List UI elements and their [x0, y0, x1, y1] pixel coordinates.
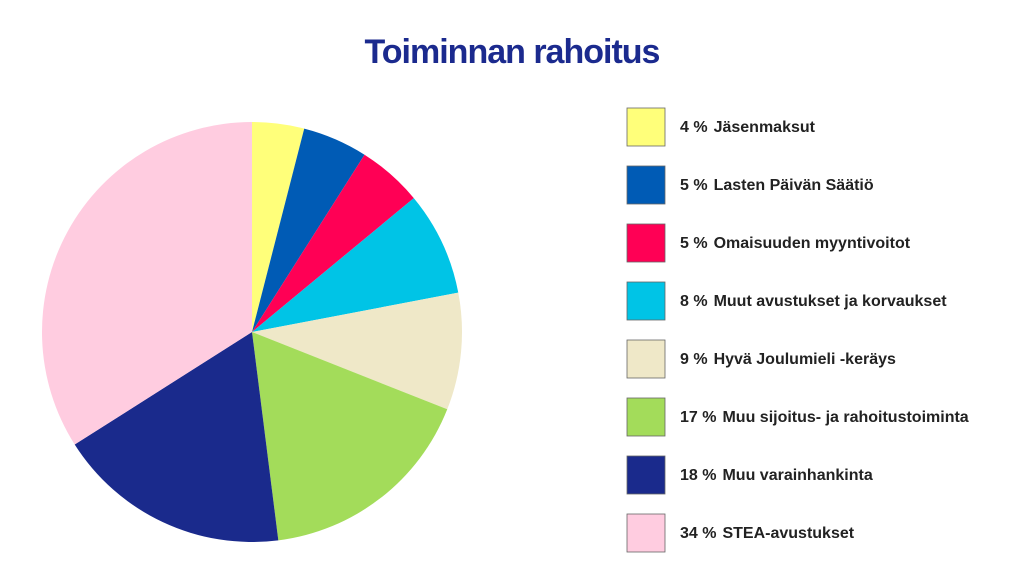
legend-swatch — [626, 107, 666, 147]
pie-slice — [252, 154, 414, 332]
legend-value: 18 % — [680, 467, 716, 484]
legend-name: Muu varainhankinta — [722, 467, 872, 484]
pie-slice — [41, 122, 252, 445]
legend-swatch — [626, 397, 666, 437]
pie-slice — [252, 198, 459, 332]
legend-label: 5 % Lasten Päivän Säätiö — [680, 177, 874, 194]
legend-label: 5 % Omaisuuden myyntivoitot — [680, 235, 911, 252]
legend-name: Lasten Päivän Säätiö — [714, 177, 874, 194]
legend-label: 9 % Hyvä Joulumieli -keräys — [680, 351, 896, 368]
pie-slice — [252, 292, 463, 410]
legend-value: 4 % — [680, 119, 708, 136]
legend-label: 17 % Muu sijoitus- ja rahoitustoiminta — [680, 409, 969, 426]
legend-swatch — [626, 513, 666, 553]
legend-swatch — [626, 281, 666, 321]
legend-name: Omaisuuden myyntivoitot — [714, 235, 911, 252]
legend-label: 34 % STEA-avustukset — [680, 525, 855, 542]
legend-name: STEA-avustukset — [722, 525, 854, 542]
legend-value: 5 % — [680, 177, 708, 194]
legend-name: Jäsenmaksut — [714, 119, 816, 136]
pie-slice — [74, 332, 279, 542]
legend-label: 8 % Muut avustukset ja korvaukset — [680, 293, 947, 310]
legend-swatch — [626, 165, 666, 205]
legend-value: 8 % — [680, 293, 708, 310]
pie-slice — [252, 332, 448, 541]
legend-name: Muut avustukset ja korvaukset — [714, 293, 948, 310]
legend-label: 18 % Muu varainhankinta — [680, 467, 873, 484]
legend-swatch — [626, 455, 666, 495]
legend-name: Muu sijoitus- ja rahoitustoiminta — [722, 409, 968, 426]
legend-value: 9 % — [680, 351, 708, 368]
legend-swatch — [626, 339, 666, 379]
legend-label: 4 % Jäsenmaksut — [680, 119, 816, 136]
chart-title: Toiminnan rahoitus — [365, 33, 660, 71]
legend-value: 5 % — [680, 235, 708, 252]
legend-value: 17 % — [680, 409, 716, 426]
legend-name: Hyvä Joulumieli -keräys — [714, 351, 896, 368]
legend-swatch — [626, 223, 666, 263]
pie-slice — [252, 122, 305, 332]
pie-slice — [252, 128, 365, 332]
legend-value: 34 % — [680, 525, 716, 542]
